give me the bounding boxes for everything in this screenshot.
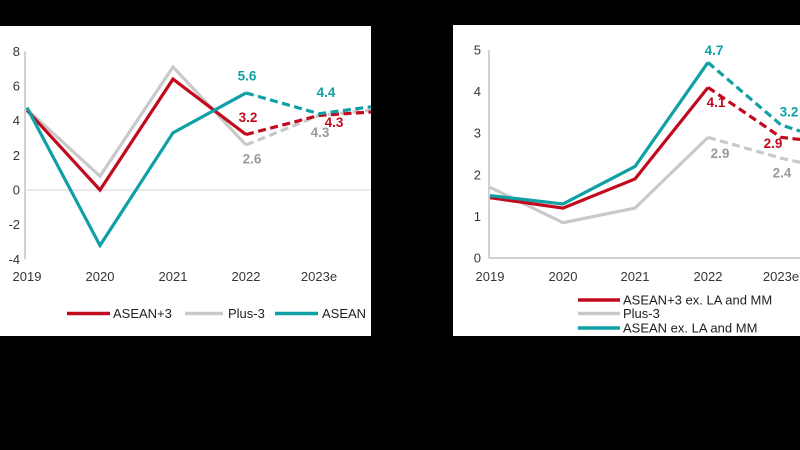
y-tick-label: 2 <box>474 167 481 182</box>
x-tick-label: 2023e <box>763 269 799 284</box>
series-plus-3-solid <box>489 136 710 225</box>
legend-label-plus-3: Plus-3 <box>228 306 265 321</box>
y-tick-label: 5 <box>474 43 481 58</box>
series-asean-3-ex-la-and-mm-solid <box>489 86 710 210</box>
y-tick-label: 3 <box>474 126 481 141</box>
y-tick-label: 4 <box>13 113 20 128</box>
data-label-asean-3: 3.2 <box>239 110 258 125</box>
x-tick-label: 2022 <box>232 269 261 284</box>
series-asean-ex-la-and-mm-forecast <box>706 61 800 133</box>
legend-label-plus-3: Plus-3 <box>623 306 660 321</box>
chart-right: 5 4 3 2 1 0 2019 2020 2021 2022 2023e 4.1 2.9 2.9 2.4 4… <box>453 25 800 336</box>
y-tick-label: -2 <box>8 217 20 232</box>
y-tick-label: -4 <box>8 252 20 267</box>
x-tick-label: 2020 <box>86 269 115 284</box>
x-tick-label: 2021 <box>159 269 188 284</box>
legend-left: ASEAN+3 Plus-3 ASEAN <box>67 306 366 321</box>
series-asean-3-solid <box>25 76 247 193</box>
x-tick-label: 2022 <box>694 269 723 284</box>
legend-label-asean: ASEAN <box>322 306 366 321</box>
series-asean-ex-la-and-mm-solid <box>489 61 710 206</box>
data-label-asean: 4.4 <box>317 85 336 100</box>
legend-label-asean-ex-la-and-mm: ASEAN ex. LA and MM <box>623 321 757 336</box>
data-label-asean: 5.6 <box>238 68 257 83</box>
data-label-plus-3: 2.9 <box>711 146 730 161</box>
y-tick-label: 0 <box>474 251 481 266</box>
series-asean-solid <box>25 91 247 249</box>
y-tick-label: 2 <box>13 148 20 163</box>
data-label-asean-ex-la-and-mm: 3.2 <box>780 104 799 119</box>
chart-panel-right <box>453 25 800 336</box>
y-tick-label: 4 <box>474 84 481 99</box>
y-tick-label: 0 <box>13 183 20 198</box>
data-label-plus-3: 2.6 <box>243 151 262 166</box>
series-plus-3-forecast <box>707 135 800 164</box>
legend-label-asean-3-ex-la-and-mm: ASEAN+3 ex. LA and MM <box>623 293 772 308</box>
x-tick-label: 2019 <box>13 269 42 284</box>
series-asean-forecast <box>245 91 372 116</box>
legend-label-asean-3: ASEAN+3 <box>113 306 172 321</box>
data-label-asean-ex-la-and-mm: 4.7 <box>705 43 724 58</box>
series-asean-3-forecast <box>245 110 372 137</box>
data-label-asean-3-ex-la-and-mm: 2.9 <box>764 136 783 151</box>
y-tick-label: 6 <box>13 79 20 94</box>
data-label-asean-3: 4.3 <box>325 115 344 130</box>
chart-left: 8 6 4 2 0 -2 -4 2019 2020 2021 2022 2023e 3.2 4.3 2.6 4… <box>0 26 372 336</box>
x-tick-label: 2020 <box>549 269 578 284</box>
series-asean-3-ex-la-and-mm-forecast <box>707 86 800 142</box>
y-tick-label: 8 <box>13 44 20 59</box>
x-tick-label: 2023e <box>301 269 337 284</box>
y-tick-label: 1 <box>474 209 481 224</box>
x-tick-label: 2019 <box>476 269 505 284</box>
data-label-plus-3: 2.4 <box>773 166 792 181</box>
data-label-plus-3: 4.3 <box>311 125 330 140</box>
data-label-asean-3-ex-la-and-mm: 4.1 <box>707 95 726 110</box>
chart-panel-left <box>0 26 371 336</box>
x-tick-label: 2021 <box>621 269 650 284</box>
